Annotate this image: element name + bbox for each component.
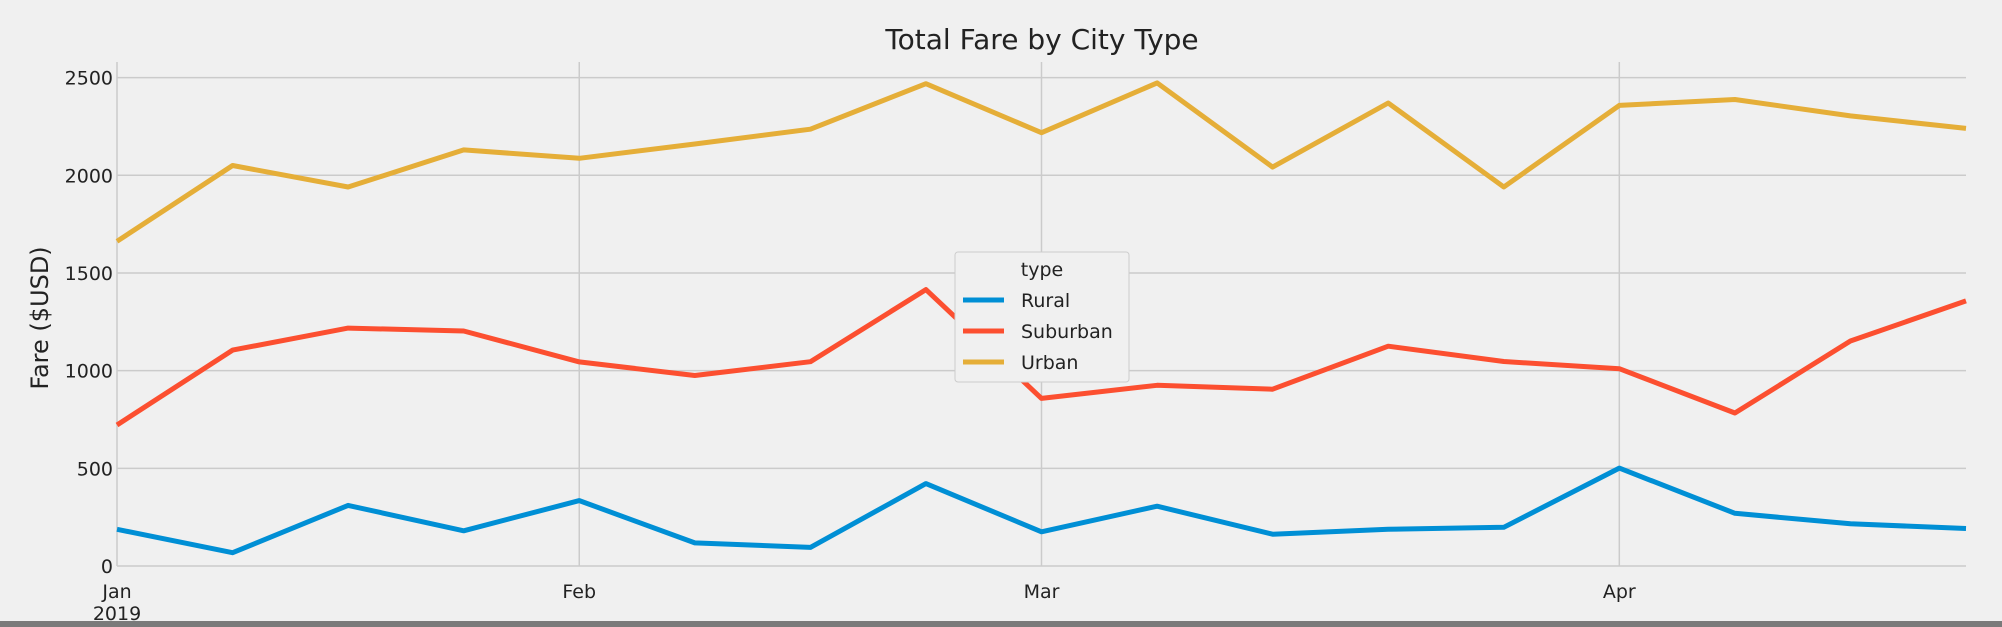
legend-label: Urban <box>1021 352 1078 374</box>
x-tick-label: Apr <box>1603 581 1636 603</box>
y-tick-label: 2500 <box>65 68 113 90</box>
legend-entries: Rural Suburban Urban <box>963 290 1113 374</box>
series-line-rural <box>116 465 1967 556</box>
legend-title: type <box>1021 259 1063 281</box>
x-tick-sublabel: 2019 <box>93 603 141 625</box>
y-tick-labels: 0 500 1000 1500 2000 2500 <box>65 68 113 578</box>
series-line-urban <box>115 80 1967 244</box>
x-tick-label: Jan <box>101 581 131 603</box>
legend: type Rural Suburban Urban <box>954 251 1130 383</box>
window-bottom-edge <box>0 621 2002 627</box>
y-tick-label: 500 <box>77 458 113 480</box>
legend-label: Suburban <box>1021 321 1113 343</box>
y-tick-label: 2000 <box>65 165 113 187</box>
y-axis-label: Fare ($USD) <box>26 246 54 389</box>
y-tick-label: 1000 <box>65 361 113 383</box>
legend-label: Rural <box>1021 290 1070 312</box>
series-line-suburban <box>115 287 1967 428</box>
chart-title: Total Fare by City Type <box>884 23 1198 56</box>
legend-box <box>954 251 1130 383</box>
x-tick-label: Mar <box>1024 581 1060 603</box>
y-tick-label: 1500 <box>65 263 113 285</box>
y-tick-label: 0 <box>101 556 113 578</box>
series-lines <box>115 80 1967 556</box>
x-tick-label: Feb <box>562 581 596 603</box>
